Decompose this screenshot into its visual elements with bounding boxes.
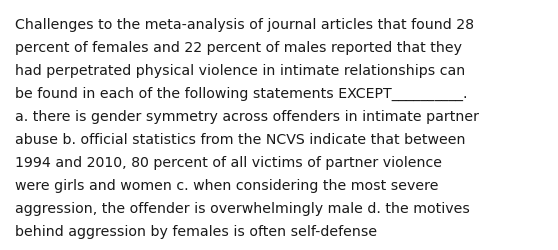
Text: aggression, the offender is overwhelmingly male d. the motives: aggression, the offender is overwhelming… — [15, 202, 469, 215]
Text: be found in each of the following statements EXCEPT__________.: be found in each of the following statem… — [15, 86, 467, 101]
Text: 1994 and 2010, 80 percent of all victims of partner violence: 1994 and 2010, 80 percent of all victims… — [15, 156, 441, 170]
Text: had perpetrated physical violence in intimate relationships can: had perpetrated physical violence in int… — [15, 64, 465, 78]
Text: a. there is gender symmetry across offenders in intimate partner: a. there is gender symmetry across offen… — [15, 110, 479, 124]
Text: abuse b. official statistics from the NCVS indicate that between: abuse b. official statistics from the NC… — [15, 132, 465, 146]
Text: percent of females and 22 percent of males reported that they: percent of females and 22 percent of mal… — [15, 40, 461, 54]
Text: behind aggression by females is often self-defense: behind aggression by females is often se… — [15, 224, 377, 238]
Text: were girls and women c. when considering the most severe: were girls and women c. when considering… — [15, 178, 438, 192]
Text: Challenges to the meta-analysis of journal articles that found 28: Challenges to the meta-analysis of journ… — [15, 18, 474, 32]
